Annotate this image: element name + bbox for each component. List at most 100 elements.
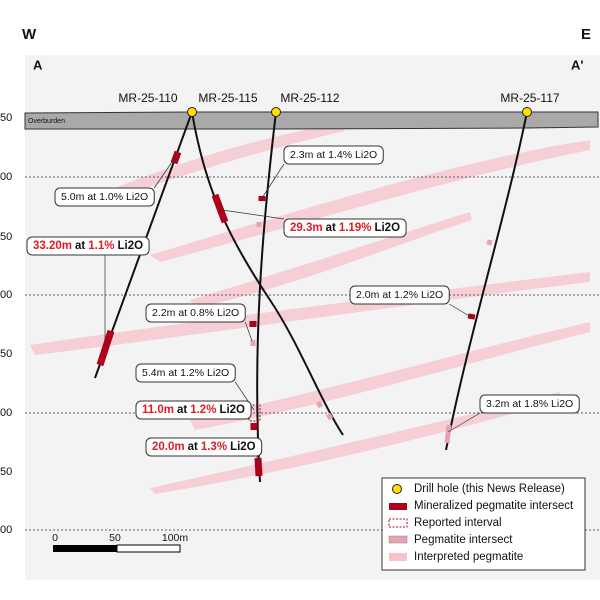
band: [85, 124, 345, 207]
legend-symbol: [389, 553, 407, 561]
label-part: 1.0%: [99, 191, 123, 203]
label-part: 33.20m: [33, 240, 72, 252]
label-part: 2.0m: [356, 289, 380, 301]
label-part: 1.4%: [328, 149, 352, 161]
overburden-label: Overburden: [28, 118, 65, 125]
intersect-label: 2.2m at 0.8% Li2O: [152, 307, 239, 319]
label-part: Li2O: [421, 289, 443, 301]
pegmatite-intersect: [486, 239, 493, 246]
label-part: at: [87, 191, 96, 203]
mineralized-intersect: [170, 150, 182, 165]
leader-line: [221, 209, 285, 220]
pegmatite-intersect: [325, 412, 334, 421]
hole-label: MR-25-112: [280, 91, 339, 105]
label-part: at: [188, 441, 198, 453]
overburden-layer: [24, 111, 599, 130]
west-label: W: [22, 26, 37, 43]
label-part: Li2O: [551, 398, 573, 410]
label-box: [283, 218, 407, 238]
label-part: Li2O: [230, 441, 256, 453]
leader-line: [447, 412, 481, 433]
label-part: 5.4m: [142, 367, 166, 379]
legend-label: Pegmatite intersect: [414, 534, 513, 546]
band: [190, 322, 590, 430]
intersect-callout: 2.2m at 0.8% Li2O: [145, 303, 253, 342]
label-part: 1.2%: [180, 367, 204, 379]
label-part: at: [382, 289, 391, 301]
label-part: 1.1%: [88, 240, 114, 252]
scale-label: 0: [52, 532, 58, 544]
label-part: 1.8%: [524, 398, 548, 410]
mineralized-intersect: [467, 313, 476, 320]
hole-label: MR-25-110: [118, 91, 177, 105]
hole-label: MR-25-115: [198, 91, 257, 105]
label-box: [145, 437, 263, 457]
intersect-callout: 11.0m at 1.2% Li2O: [135, 400, 252, 420]
intersect-label: 11.0m at 1.2% Li2O: [142, 404, 245, 416]
band: [150, 392, 562, 494]
leader-line: [261, 163, 285, 199]
label-part: at: [75, 240, 85, 252]
section-end: A': [571, 57, 583, 72]
intersect-label: 3.2m at 1.8% Li2O: [486, 398, 573, 410]
elevation-label: 50: [0, 466, 12, 478]
intersect-label: 5.0m at 1.0% Li2O: [61, 191, 148, 203]
legend-symbol: [392, 484, 402, 494]
collar: [522, 107, 532, 117]
label-part: at: [178, 307, 187, 319]
band: [150, 140, 590, 262]
intersect-label: 29.3m at 1.19% Li2O: [290, 222, 400, 234]
label-part: Li2O: [374, 222, 400, 234]
intersect-label: 5.4m at 1.2% Li2O: [142, 367, 229, 379]
intersect-callout: 2.3m at 1.4% Li2O: [261, 145, 384, 199]
legend-label: Mineralized pegmatite intersect: [414, 500, 574, 512]
label-part: 5.0m: [61, 191, 85, 203]
east-label: E: [581, 26, 591, 43]
elevation-label: 50: [0, 112, 12, 124]
hole-trace: [445, 111, 528, 451]
elevation-label: 00: [0, 171, 12, 183]
intersect-label: 33.20m at 1.1% Li2O: [33, 240, 143, 252]
legend-label: Reported interval: [414, 517, 502, 529]
label-part: 11.0m: [142, 404, 174, 416]
intersect-callout: 5.4m at 1.2% Li2O: [135, 363, 255, 411]
collar: [187, 107, 197, 117]
label-part: Li2O: [126, 191, 148, 203]
mineralized-intersect: [211, 193, 229, 224]
legend-symbol: [388, 535, 408, 544]
scale-label: 100m: [162, 532, 189, 544]
label-part: Li2O: [207, 367, 229, 379]
label-box: [349, 285, 450, 305]
label-part: Li2O: [355, 149, 377, 161]
elevation-label: 00: [0, 407, 12, 419]
legend-label: Drill hole (this News Release): [414, 483, 565, 495]
label-part: at: [326, 222, 336, 234]
elevation-label: 50: [0, 231, 12, 243]
intersect-marks: [96, 150, 493, 477]
legend-symbol: [389, 503, 407, 510]
intersect-label: 20.0m at 1.3% Li2O: [152, 441, 256, 453]
label-part: at: [177, 404, 187, 416]
label-box: [54, 187, 155, 207]
label-part: Li2O: [219, 404, 245, 416]
intersect-callout: 3.2m at 1.8% Li2O: [447, 394, 580, 433]
leader-line: [244, 321, 253, 342]
intersect-callout: 29.3m at 1.19% Li2O: [221, 209, 407, 238]
intersect-callout: 2.0m at 1.2% Li2O: [349, 285, 472, 318]
pegmatite-intersect: [444, 424, 452, 444]
label-part: at: [316, 149, 325, 161]
label-part: 1.3%: [201, 441, 227, 453]
label-part: at: [168, 367, 177, 379]
label-box: [145, 303, 246, 323]
label-part: at: [512, 398, 521, 410]
mineralized-intersect: [96, 329, 115, 367]
hole-trace: [191, 111, 344, 436]
leader-line: [449, 303, 472, 318]
label-part: 2.3m: [290, 149, 314, 161]
label-part: 1.19%: [339, 222, 372, 234]
leader-line: [153, 155, 177, 189]
label-box: [283, 145, 384, 165]
label-box: [135, 400, 252, 420]
label-box: [135, 363, 236, 383]
